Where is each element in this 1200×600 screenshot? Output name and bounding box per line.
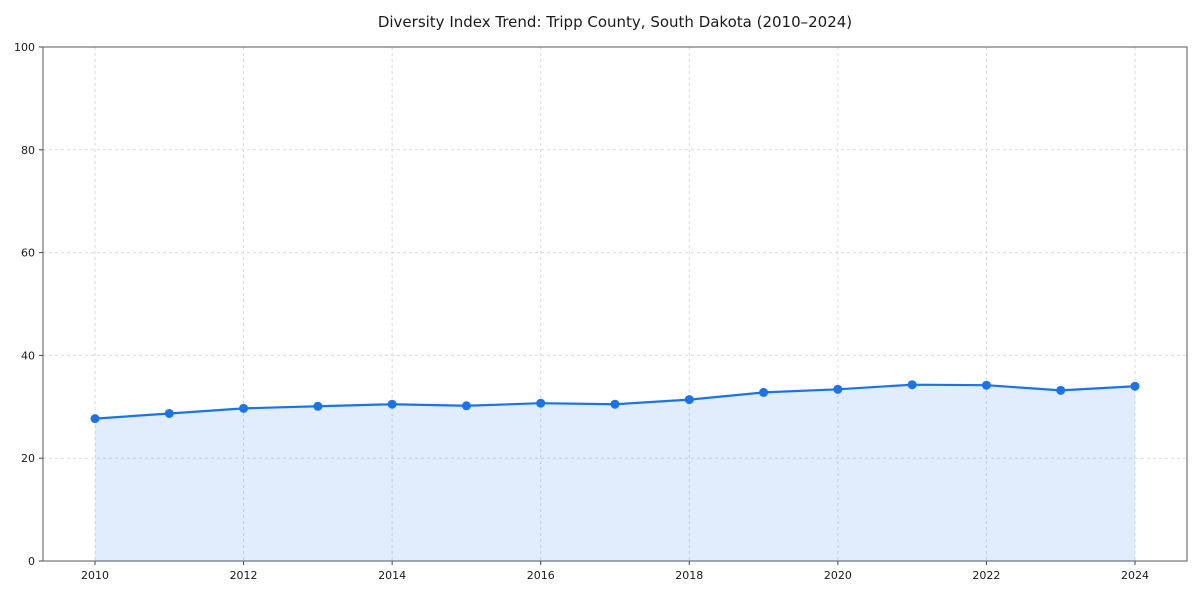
data-point-2017: [610, 399, 620, 409]
y-tick-label: 60: [21, 247, 35, 260]
y-tick-label: 0: [28, 555, 35, 568]
y-tick-label: 20: [21, 452, 35, 465]
data-point-2020: [833, 384, 843, 394]
data-point-2011: [164, 408, 174, 418]
x-tick-label: 2022: [972, 569, 1000, 582]
data-point-2024: [1130, 381, 1140, 391]
data-point-2012: [239, 403, 249, 413]
plot-border: [42, 46, 1188, 562]
data-point-2014: [387, 399, 397, 409]
area-fill: [95, 384, 1135, 561]
x-tick-label: 2024: [1121, 569, 1149, 582]
data-point-2015: [461, 401, 471, 411]
data-point-2013: [313, 401, 323, 411]
x-tick-label: 2012: [230, 569, 258, 582]
data-point-2010: [90, 414, 100, 424]
data-point-2021: [907, 380, 917, 390]
x-tick-label: 2010: [81, 569, 109, 582]
data-point-2016: [536, 398, 546, 408]
x-tick-label: 2018: [675, 569, 703, 582]
data-point-2019: [759, 387, 769, 397]
y-tick-label: 40: [21, 349, 35, 362]
y-tick-label: 100: [14, 41, 35, 54]
chart-title: Diversity Index Trend: Tripp County, Sou…: [377, 13, 853, 31]
x-tick-label: 2014: [378, 569, 406, 582]
data-point-2022: [981, 380, 991, 390]
data-point-2023: [1056, 385, 1066, 395]
y-tick-label: 80: [21, 144, 35, 157]
x-tick-label: 2020: [824, 569, 852, 582]
data-point-2018: [684, 395, 694, 405]
x-tick-label: 2016: [527, 569, 555, 582]
